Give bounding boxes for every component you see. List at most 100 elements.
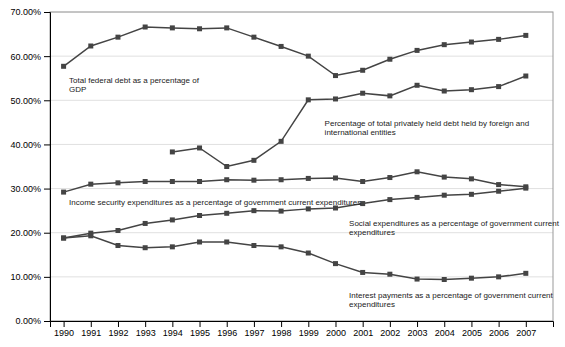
marker bbox=[170, 244, 175, 249]
x-tick-label: 2005 bbox=[462, 328, 482, 338]
y-tick: 0.00% bbox=[15, 316, 50, 326]
grid bbox=[50, 12, 553, 321]
annotation: Interest payments as a percentage of gov… bbox=[349, 291, 555, 309]
annotation: Percentage of total privately held debt … bbox=[325, 119, 532, 137]
x-tick: 2004 bbox=[435, 321, 455, 338]
x-tick-label: 2004 bbox=[435, 328, 455, 338]
marker bbox=[197, 213, 202, 218]
marker bbox=[251, 158, 256, 163]
x-tick: 1995 bbox=[190, 321, 210, 338]
series bbox=[61, 233, 528, 282]
marker bbox=[279, 209, 284, 214]
marker bbox=[387, 175, 392, 180]
y-tick-label: 40.00% bbox=[10, 140, 41, 150]
marker bbox=[360, 270, 365, 275]
marker bbox=[143, 179, 148, 184]
y-tick-mark bbox=[44, 144, 50, 145]
marker bbox=[360, 179, 365, 184]
marker bbox=[523, 74, 528, 79]
x-tick-label: 1992 bbox=[108, 328, 128, 338]
marker bbox=[442, 42, 447, 47]
x-tick-mark bbox=[444, 321, 445, 327]
x-tick-label: 1998 bbox=[272, 328, 292, 338]
x-tick-label: 1994 bbox=[163, 328, 183, 338]
y-tick-label: 70.00% bbox=[10, 7, 41, 17]
marker bbox=[415, 277, 420, 282]
marker bbox=[333, 261, 338, 266]
marker bbox=[523, 271, 528, 276]
marker bbox=[279, 177, 284, 182]
x-tick-label: 2002 bbox=[380, 328, 400, 338]
marker bbox=[306, 97, 311, 102]
y-axis-line bbox=[44, 13, 51, 322]
x-tick: 1998 bbox=[272, 321, 292, 338]
series-line bbox=[64, 236, 526, 280]
marker bbox=[279, 44, 284, 49]
x-tick-mark bbox=[227, 321, 228, 327]
x-tick-label: 1991 bbox=[81, 328, 101, 338]
y-tick: 30.00% bbox=[10, 184, 50, 194]
y-tick: 60.00% bbox=[10, 52, 50, 62]
marker bbox=[143, 221, 148, 226]
y-tick-mark bbox=[44, 100, 50, 101]
x-tick: 1991 bbox=[81, 321, 101, 338]
marker bbox=[61, 236, 66, 241]
marker bbox=[442, 175, 447, 180]
annotation: Total federal debt as a percentage of GD… bbox=[69, 76, 201, 94]
marker bbox=[115, 243, 120, 248]
marker bbox=[415, 169, 420, 174]
series bbox=[61, 25, 528, 79]
x-tick: 1990 bbox=[54, 321, 74, 338]
series bbox=[61, 186, 528, 241]
y-tick-mark bbox=[44, 233, 50, 234]
x-axis-line bbox=[51, 322, 554, 328]
x-tick-label: 1990 bbox=[54, 328, 74, 338]
x-tick-mark bbox=[499, 321, 500, 327]
y-tick-label: 0.00% bbox=[15, 316, 41, 326]
marker bbox=[88, 233, 93, 238]
marker bbox=[387, 57, 392, 62]
marker bbox=[306, 54, 311, 59]
marker bbox=[224, 164, 229, 169]
y-tick-label: 20.00% bbox=[10, 228, 41, 238]
grid-line bbox=[50, 232, 553, 233]
marker bbox=[360, 68, 365, 73]
marker bbox=[469, 176, 474, 181]
marker bbox=[251, 178, 256, 183]
x-tick-mark bbox=[363, 321, 364, 327]
marker bbox=[143, 25, 148, 30]
x-tick: 2002 bbox=[380, 321, 400, 338]
marker bbox=[442, 193, 447, 198]
x-tick-label: 1999 bbox=[299, 328, 319, 338]
y-tick-label: 10.00% bbox=[10, 272, 41, 282]
marker bbox=[523, 33, 528, 38]
x-tick: 1994 bbox=[163, 321, 183, 338]
y-tick-mark bbox=[44, 277, 50, 278]
marker bbox=[61, 236, 66, 241]
x-axis: 1990199119921993199419951996199719981999… bbox=[51, 321, 554, 338]
y-tick: 40.00% bbox=[10, 140, 50, 150]
marker bbox=[88, 43, 93, 48]
marker bbox=[360, 91, 365, 96]
marker bbox=[251, 208, 256, 213]
x-tick-label: 2007 bbox=[516, 328, 536, 338]
marker bbox=[415, 195, 420, 200]
marker bbox=[442, 89, 447, 94]
x-tick-mark bbox=[526, 321, 527, 327]
marker bbox=[415, 83, 420, 88]
x-tick-mark bbox=[335, 321, 336, 327]
series-line bbox=[64, 172, 526, 192]
marker bbox=[143, 245, 148, 250]
marker bbox=[469, 192, 474, 197]
marker bbox=[442, 277, 447, 282]
marker bbox=[279, 244, 284, 249]
x-tick-label: 2000 bbox=[326, 328, 346, 338]
marker bbox=[469, 87, 474, 92]
marker bbox=[197, 239, 202, 244]
x-tick: 1999 bbox=[299, 321, 319, 338]
marker bbox=[496, 274, 501, 279]
grid-line bbox=[50, 144, 553, 145]
x-tick-label: 2003 bbox=[408, 328, 428, 338]
series-line bbox=[64, 27, 526, 76]
x-tick-label: 2006 bbox=[489, 328, 509, 338]
